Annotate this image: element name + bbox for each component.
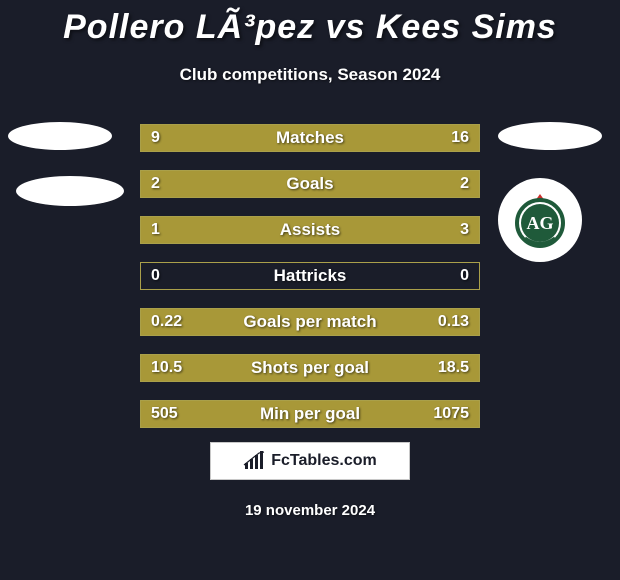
stat-value-right: 18.5 xyxy=(438,355,469,381)
bar-chart-icon xyxy=(243,451,265,471)
stat-row: 10.518.5Shots per goal xyxy=(140,354,480,382)
player-right-badge-1 xyxy=(498,122,602,150)
stat-value-right: 3 xyxy=(460,217,469,243)
player-left-badge-2 xyxy=(16,176,124,206)
stat-bar-left xyxy=(141,171,310,197)
stat-value-right: 0 xyxy=(460,263,469,289)
stat-value-left: 0.22 xyxy=(151,309,182,335)
stat-value-left: 1 xyxy=(151,217,160,243)
svg-text:AG: AG xyxy=(527,213,554,233)
stat-value-right: 0.13 xyxy=(438,309,469,335)
page-subtitle: Club competitions, Season 2024 xyxy=(0,65,620,85)
stat-row: 5051075Min per goal xyxy=(140,400,480,428)
page-title: Pollero LÃ³pez vs Kees Sims xyxy=(0,0,620,47)
stat-value-right: 1075 xyxy=(433,401,469,427)
stat-value-left: 2 xyxy=(151,171,160,197)
stat-bar-right xyxy=(226,217,480,243)
player-left-badge-1 xyxy=(8,122,112,150)
shield-icon: AG xyxy=(511,191,569,249)
club-crest: AG xyxy=(498,178,582,262)
stat-label: Hattricks xyxy=(141,263,479,289)
stat-value-right: 2 xyxy=(460,171,469,197)
stat-value-right: 16 xyxy=(451,125,469,151)
source-label: FcTables.com xyxy=(271,452,377,470)
stat-bar-right xyxy=(310,171,479,197)
stat-row: 0 0Hattricks xyxy=(140,262,480,290)
stat-value-left: 10.5 xyxy=(151,355,182,381)
stat-row: 916Matches xyxy=(140,124,480,152)
stat-value-left: 0 xyxy=(151,263,160,289)
stat-row: 13Assists xyxy=(140,216,480,244)
stat-row: 0.220.13Goals per match xyxy=(140,308,480,336)
stat-row: 22Goals xyxy=(140,170,480,198)
stat-value-left: 9 xyxy=(151,125,160,151)
stat-bar-right xyxy=(263,125,479,151)
stat-value-left: 505 xyxy=(151,401,178,427)
date-label: 19 november 2024 xyxy=(0,502,620,519)
source-badge[interactable]: FcTables.com xyxy=(210,442,410,480)
stats-container: 916Matches22Goals13Assists00Hattricks0.2… xyxy=(140,124,480,446)
